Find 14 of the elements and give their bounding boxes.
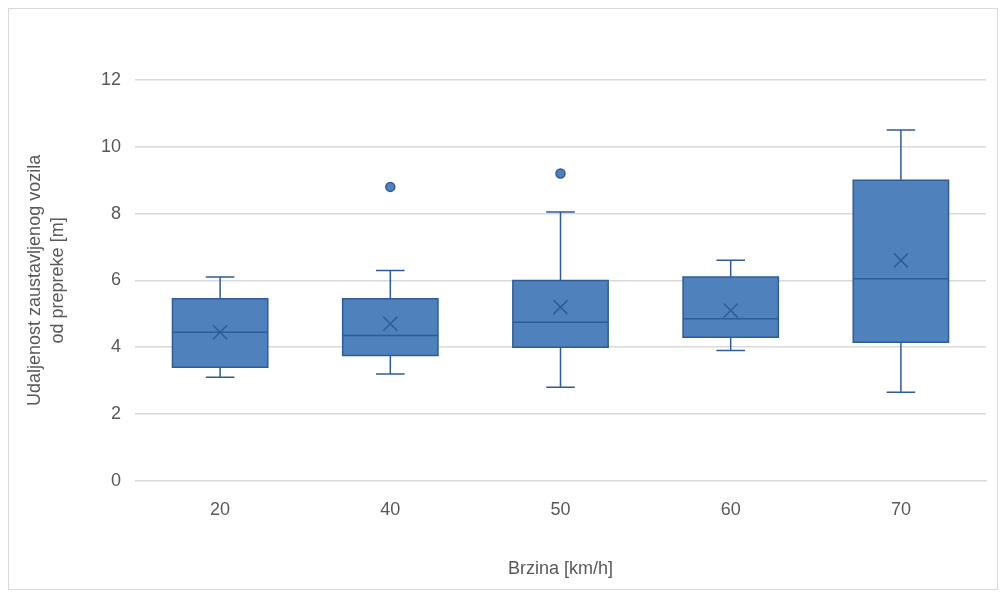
y-tick-label: 4 (111, 336, 122, 357)
x-tick-label: 20 (210, 498, 231, 519)
y-tick-label: 10 (100, 135, 122, 156)
y-tick-label: 2 (111, 402, 122, 423)
x-tick-label: 50 (550, 498, 571, 519)
y-tick-label: 12 (100, 68, 122, 89)
y-tick-label: 0 (111, 469, 122, 490)
y-axis-title: Udaljenost zaustavljenog vozila od prepreke [m] (24, 153, 67, 406)
y-tick-label: 8 (111, 202, 122, 223)
y-tick-label: 6 (111, 269, 122, 290)
x-tick-label: 70 (890, 498, 911, 519)
x-tick-label: 60 (720, 498, 741, 519)
x-tick-label: 40 (380, 498, 401, 519)
x-axis-title: Brzina [km/h] (508, 558, 614, 579)
